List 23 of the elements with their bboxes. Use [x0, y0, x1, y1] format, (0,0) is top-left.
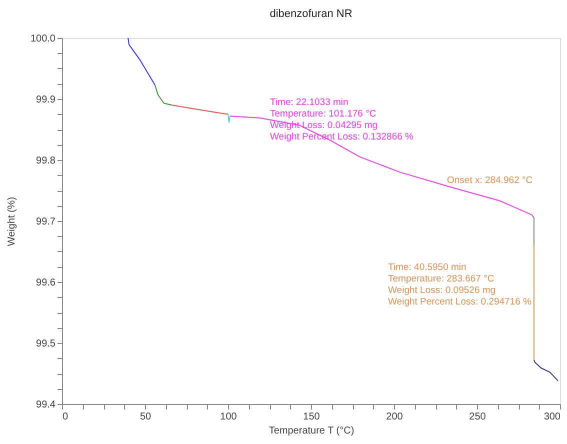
chart-title: dibenzofuran NR: [270, 8, 352, 20]
x-tick-label: 250: [469, 412, 486, 422]
y-axis-title: Weight (%): [6, 196, 18, 246]
line-series: [128, 38, 156, 86]
annotation: Time: 40.5950 min Temperature: 283.667 °C Weight Loss: 0.09526 mg Weight Percent Loss: 0.294716 %: [388, 262, 532, 308]
y-tick-label: 100.0: [30, 34, 56, 44]
y-tick-label: 99.6: [36, 278, 56, 288]
line-series: [154, 84, 173, 106]
x-tick-label: 100: [220, 412, 238, 422]
x-axis-title: Temperature T (°C): [268, 426, 354, 436]
x-tick-label: 200: [386, 412, 404, 422]
y-tick-label: 99.5: [36, 338, 56, 350]
x-tick-label: 150: [303, 412, 320, 422]
x-tick-label: 0: [62, 412, 68, 422]
annotation: Onset x: 284.962 °C: [447, 175, 533, 186]
line-series: [172, 104, 228, 115]
x-tick-label: 300: [544, 412, 561, 422]
x-tick-label: 50: [140, 412, 152, 422]
y-tick-label: 99.4: [36, 400, 56, 410]
y-tick-label: 99.8: [36, 156, 56, 166]
line-series: [533, 360, 559, 382]
y-tick-label: 99.9: [36, 94, 56, 106]
y-tick-label: 99.7: [36, 216, 56, 228]
